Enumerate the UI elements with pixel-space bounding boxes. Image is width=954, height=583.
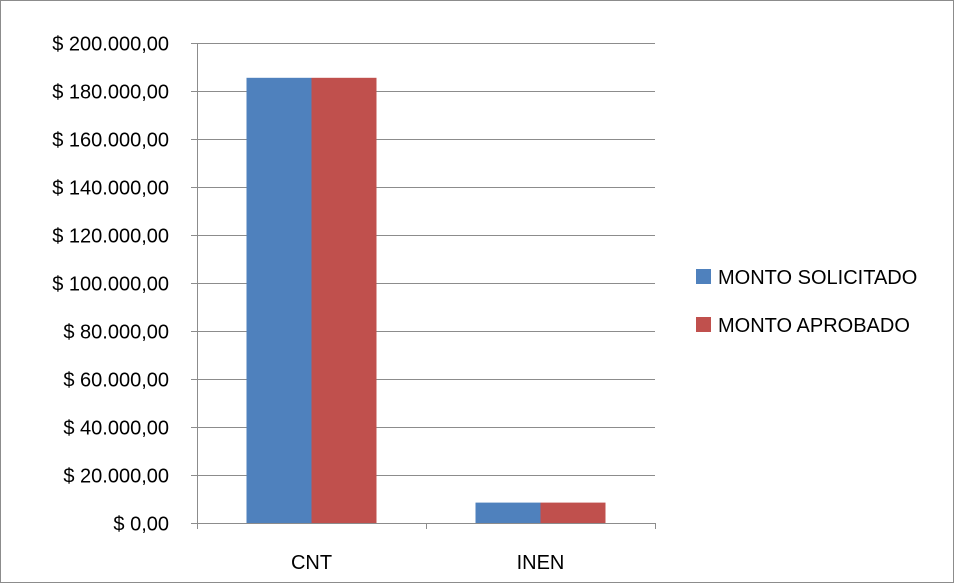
y-tick-label: $ 160.000,00	[52, 130, 169, 152]
legend-swatch	[696, 317, 711, 332]
y-tick-label: $ 120.000,00	[52, 226, 169, 248]
bar	[311, 77, 377, 524]
y-tick-label: $ 100.000,00	[52, 274, 169, 296]
y-tick-label: $ 40.000,00	[63, 418, 169, 440]
y-tick-label: $ 0,00	[113, 514, 169, 536]
y-tick-label: $ 200.000,00	[52, 34, 169, 56]
legend-label: MONTO SOLICITADO	[718, 267, 917, 289]
x-tick-label: INEN	[517, 552, 565, 574]
y-tick-label: $ 20.000,00	[63, 466, 169, 488]
y-axis-tick-labels: $ 0,00 $ 20.000,00 $ 40.000,00 $ 60.000,00 $…	[52, 34, 169, 536]
bar	[540, 502, 606, 523]
axes	[191, 43, 656, 529]
y-tick-label: $ 140.000,00	[52, 178, 169, 200]
bars	[246, 77, 606, 524]
legend: MONTO SOLICITADO MONTO APROBADO	[696, 267, 917, 337]
bar	[475, 502, 541, 523]
y-tick-label: $ 80.000,00	[63, 322, 169, 344]
legend-label: MONTO APROBADO	[718, 315, 910, 337]
x-axis-tick-labels: CNT INEN	[291, 552, 564, 574]
bar	[246, 77, 312, 524]
legend-swatch	[696, 269, 711, 284]
x-tick-label: CNT	[291, 552, 332, 574]
y-tick-label: $ 60.000,00	[63, 370, 169, 392]
y-tick-label: $ 180.000,00	[52, 82, 169, 104]
